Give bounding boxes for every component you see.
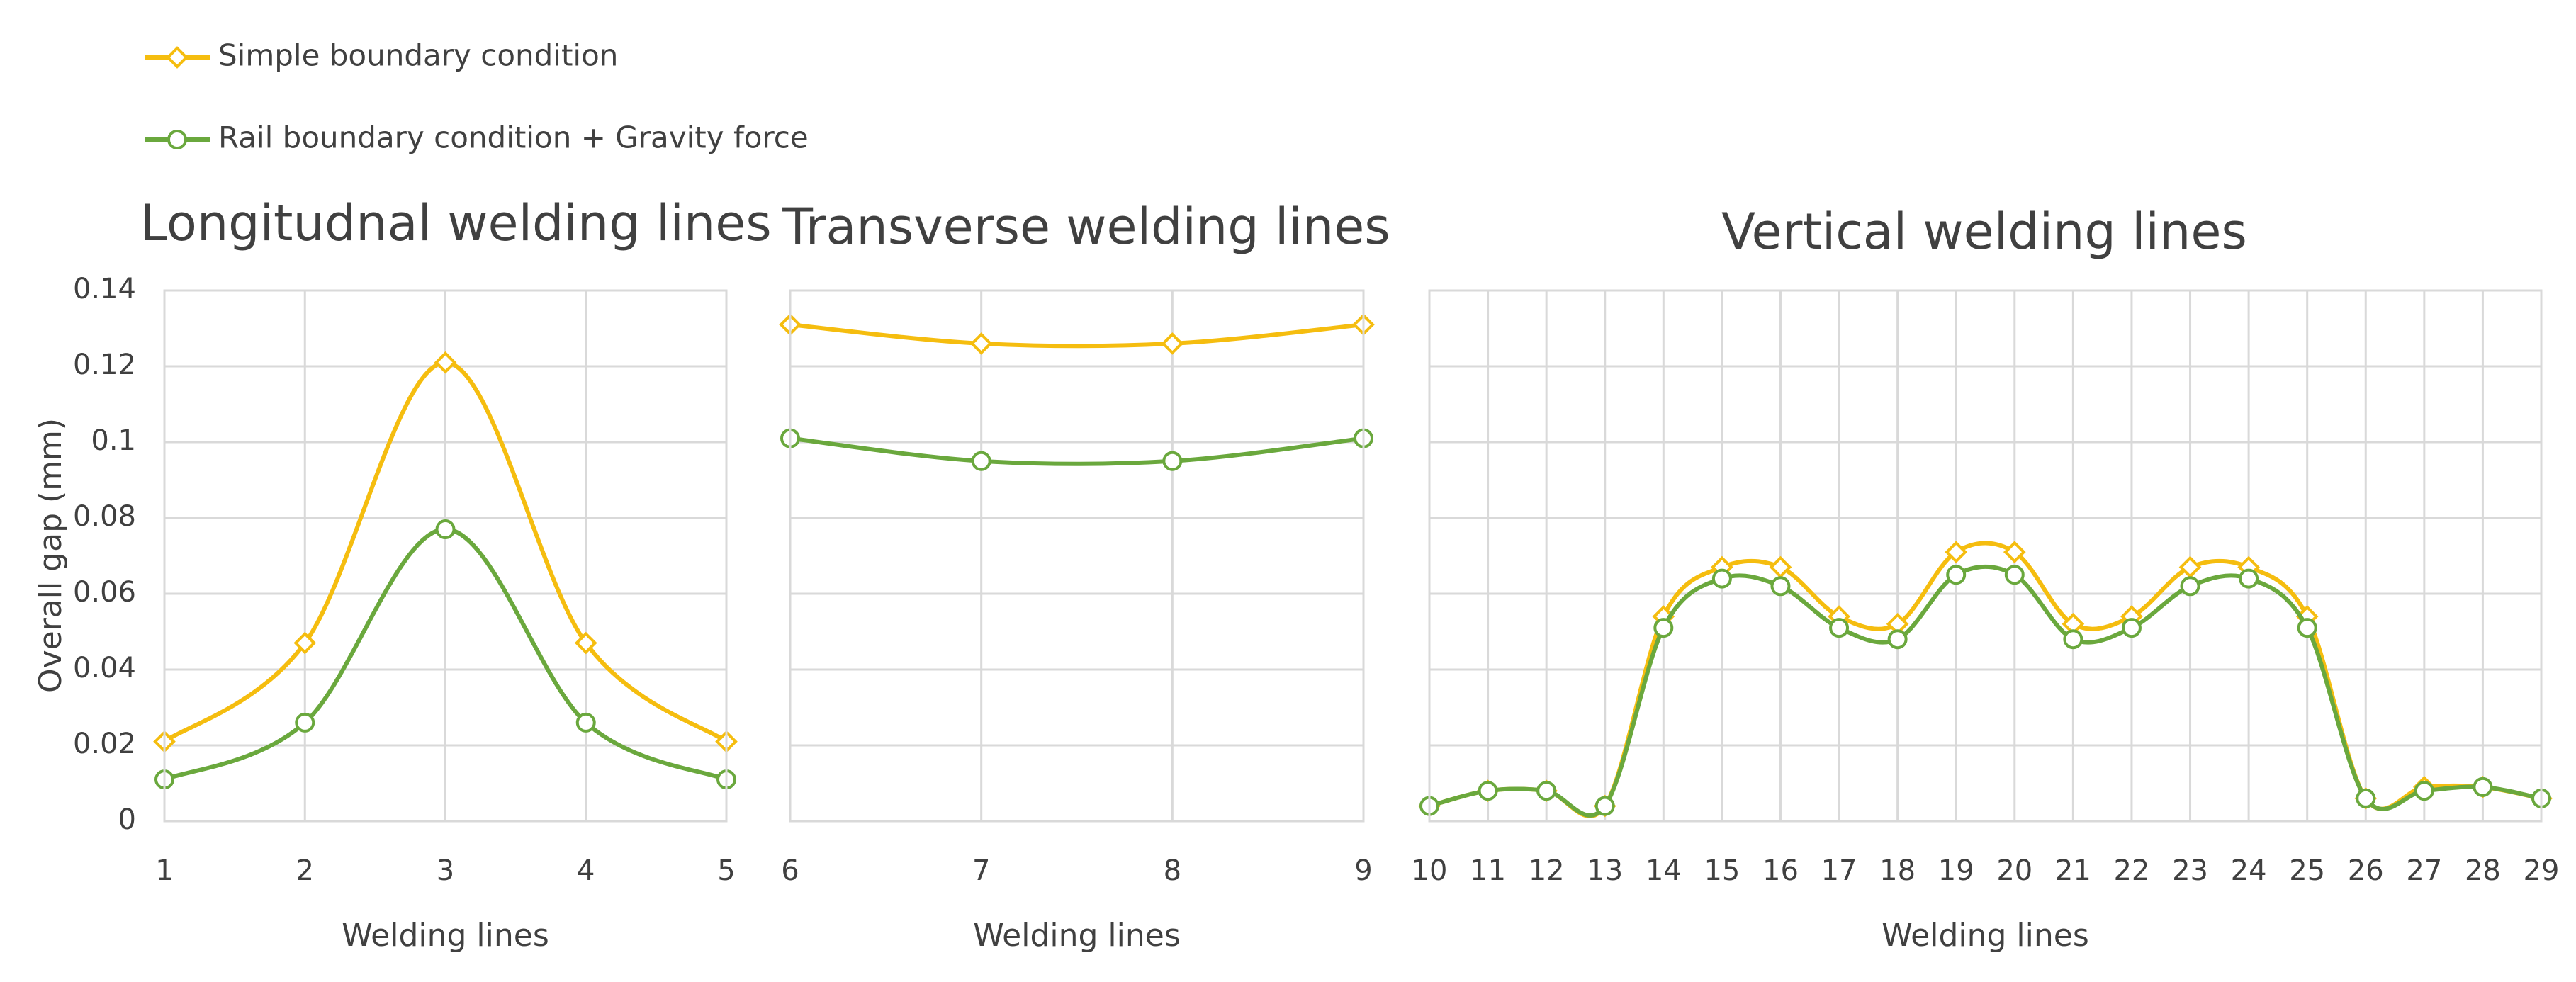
chart-title: Vertical welding lines (1721, 203, 2247, 261)
x-tick-label: 16 (1762, 854, 1799, 887)
x-tick-label: 8 (1164, 854, 1181, 887)
series-line (789, 436, 1364, 466)
x-axis-title: Welding lines (342, 918, 549, 954)
y-tick-label: 0.02 (73, 728, 136, 760)
chart-title: Transverse welding lines (782, 198, 1390, 256)
data-point (1536, 781, 1557, 801)
legend-label: Rail boundary condition + Gravity force (218, 120, 809, 155)
x-tick-label: 5 (717, 854, 735, 887)
x-tick-label: 13 (1587, 854, 1623, 887)
x-tick-label: 17 (1821, 854, 1857, 887)
data-point (1594, 796, 1615, 816)
x-tick-label: 1 (155, 854, 173, 887)
x-tick-label: 28 (2465, 854, 2501, 887)
data-point (1162, 451, 1183, 471)
data-point (1887, 629, 1908, 650)
x-tick-label: 27 (2406, 854, 2442, 887)
data-point (2003, 541, 2026, 563)
data-point (2297, 618, 2317, 638)
legend-marker (166, 46, 189, 69)
data-point (295, 712, 315, 733)
x-tick-label: 20 (1996, 854, 2032, 887)
data-point (2239, 568, 2259, 589)
plot-frame (1428, 289, 2543, 823)
data-point (1829, 618, 1850, 638)
x-tick-label: 18 (1879, 854, 1916, 887)
series-line (1429, 564, 2542, 818)
data-point (1478, 781, 1498, 801)
y-tick-label: 0.04 (73, 652, 136, 684)
data-point (2178, 555, 2202, 579)
x-tick-label: 23 (2172, 854, 2208, 887)
y-tick-label: 0.12 (73, 349, 136, 381)
x-tick-label: 25 (2289, 854, 2325, 887)
data-point (971, 451, 991, 471)
y-tick-label: 0.1 (91, 424, 136, 457)
x-tick-label: 12 (1529, 854, 1565, 887)
x-tick-label: 7 (972, 854, 990, 887)
data-point (1945, 541, 1968, 563)
y-tick-label: 0 (118, 803, 136, 836)
x-tick-label: 19 (1938, 854, 1974, 887)
plot-frame (163, 289, 728, 823)
data-point (2004, 565, 2025, 585)
x-tick-label: 3 (437, 854, 454, 887)
data-point (435, 519, 456, 540)
x-tick-label: 11 (1470, 854, 1506, 887)
series-line (789, 322, 1364, 349)
data-point (2356, 788, 2376, 808)
data-point (2180, 576, 2200, 597)
legend-label: Simple boundary condition (218, 38, 618, 73)
plot-frame (789, 289, 1365, 823)
legend-marker (167, 130, 187, 149)
y-axis-title: Overall gap (mm) (33, 418, 69, 693)
data-point (1653, 618, 1674, 638)
x-tick-label: 14 (1646, 854, 1682, 887)
x-tick-label: 29 (2524, 854, 2560, 887)
y-tick-label: 0.14 (73, 273, 136, 305)
x-axis-title: Welding lines (1882, 918, 2089, 954)
x-tick-label: 24 (2231, 854, 2267, 887)
x-tick-label: 9 (1354, 854, 1372, 887)
data-point (1770, 576, 1791, 597)
chart-title: Longitudnal welding lines (140, 194, 772, 252)
data-point (574, 631, 597, 655)
x-tick-label: 10 (1412, 854, 1448, 887)
x-tick-label: 15 (1704, 854, 1740, 887)
data-point (1161, 332, 1184, 355)
x-tick-label: 2 (296, 854, 314, 887)
data-point (575, 712, 596, 733)
data-point (1711, 568, 1732, 589)
data-point (2473, 777, 2493, 797)
data-point (1769, 555, 1792, 579)
data-point (2414, 781, 2434, 801)
x-axis-title: Welding lines (973, 918, 1181, 954)
data-point (2063, 629, 2083, 650)
x-tick-label: 4 (577, 854, 595, 887)
data-point (434, 351, 457, 374)
y-tick-label: 0.06 (73, 576, 136, 609)
data-point (969, 332, 993, 355)
x-tick-label: 26 (2348, 854, 2384, 887)
data-point (293, 631, 317, 655)
data-point (2121, 618, 2142, 638)
x-tick-label: 22 (2113, 854, 2149, 887)
series-line (1429, 541, 2542, 819)
x-tick-label: 21 (2055, 854, 2091, 887)
x-tick-label: 6 (781, 854, 799, 887)
data-point (1946, 565, 1967, 585)
y-tick-label: 0.08 (73, 500, 136, 533)
